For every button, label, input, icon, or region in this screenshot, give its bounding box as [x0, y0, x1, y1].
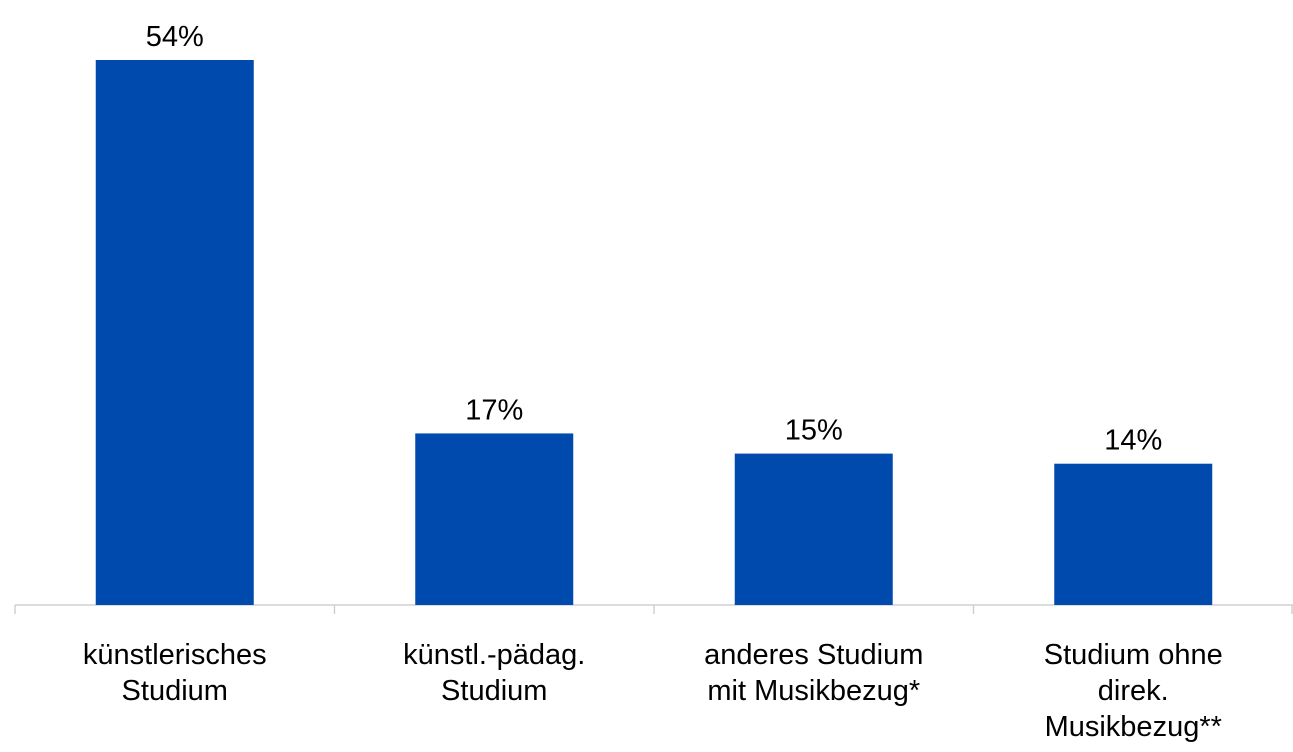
- bar: [1054, 463, 1213, 605]
- value-label: 15%: [785, 415, 843, 447]
- value-label: 14%: [1104, 425, 1162, 457]
- x-tick-label: künstl.-pädag. Studium: [403, 639, 586, 707]
- value-label: 54%: [146, 21, 204, 53]
- bar: [415, 433, 574, 605]
- x-tick-label: anderes Studium mit Musikbezug*: [704, 639, 924, 707]
- bar: [95, 60, 254, 605]
- x-tick-label: Studium ohne direk. Musikbezug**: [1043, 639, 1223, 743]
- bar: [734, 453, 893, 605]
- x-tick-label: künstlerisches Studium: [82, 639, 267, 707]
- value-label: 17%: [465, 394, 523, 426]
